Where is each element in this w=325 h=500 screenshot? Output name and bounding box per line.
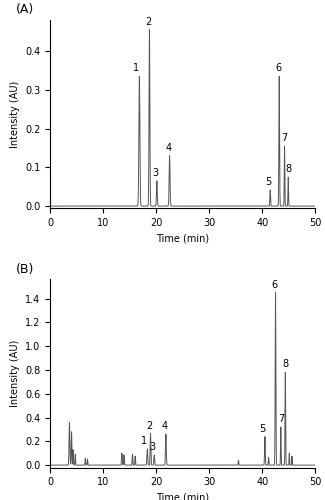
Text: (B): (B)	[16, 262, 34, 276]
Text: 1: 1	[141, 436, 148, 446]
Text: (A): (A)	[16, 3, 34, 16]
X-axis label: Time (min): Time (min)	[156, 234, 209, 243]
Text: 1: 1	[133, 63, 139, 73]
Text: 7: 7	[281, 133, 287, 143]
Text: 4: 4	[162, 421, 168, 431]
Text: 8: 8	[286, 164, 292, 174]
Y-axis label: Intensity (AU): Intensity (AU)	[10, 340, 20, 407]
Text: 4: 4	[165, 142, 172, 152]
Text: 5: 5	[265, 176, 271, 186]
Y-axis label: Intensity (AU): Intensity (AU)	[10, 80, 20, 148]
Text: 3: 3	[152, 168, 158, 178]
Text: 2: 2	[145, 16, 151, 26]
Text: 5: 5	[259, 424, 266, 434]
Text: 7: 7	[278, 414, 284, 424]
Text: 6: 6	[275, 63, 281, 73]
Text: 6: 6	[271, 280, 278, 289]
Text: 3: 3	[150, 442, 156, 452]
Text: 8: 8	[283, 360, 289, 370]
Text: 2: 2	[146, 420, 152, 430]
X-axis label: Time (min): Time (min)	[156, 493, 209, 500]
